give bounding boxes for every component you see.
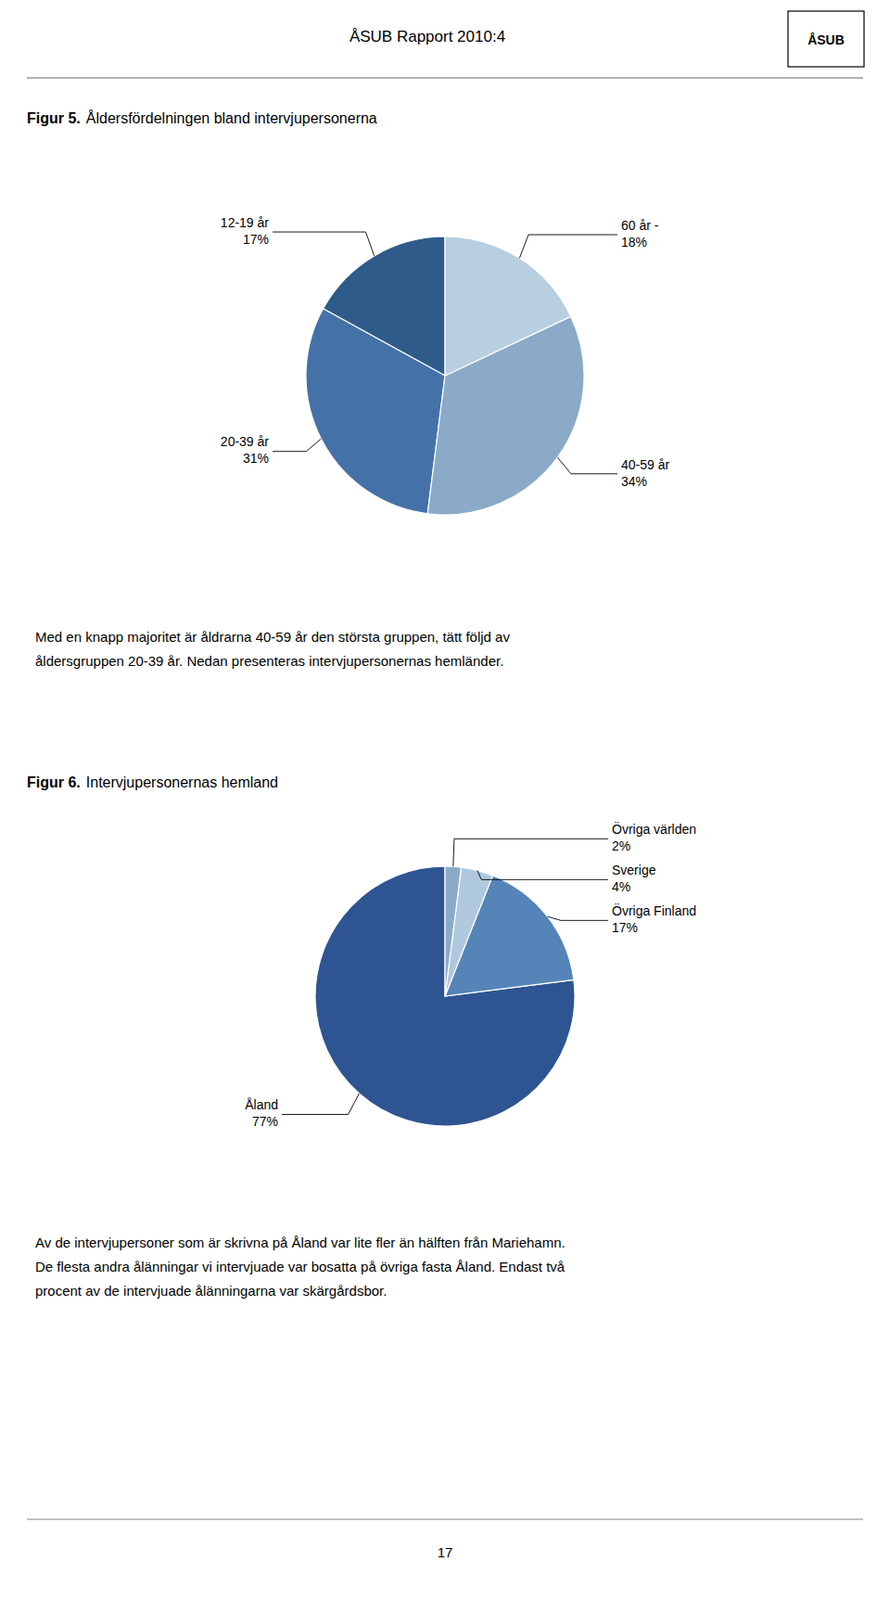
chart: Figur 5. Åldersfördelningen bland intervj…	[26, 109, 670, 669]
logo-text: ÅSUB	[807, 32, 845, 48]
category-label: Sverige	[611, 862, 657, 878]
chart: Figur 6. Intervjupersonernas hemland Åland…	[26, 774, 697, 1298]
page-number: 17	[437, 1543, 454, 1560]
data-label: 18%	[621, 234, 648, 250]
body-text-line: De flesta andra ålänningar vi intervjuad…	[35, 1258, 566, 1274]
background	[0, 0, 890, 1600]
leader-line	[453, 838, 609, 866]
logo-box	[788, 11, 865, 67]
pie-slice	[315, 865, 575, 1126]
category-label: Övriga Finland	[611, 902, 697, 918]
leader-line	[477, 869, 609, 879]
body-text-line: Med en knapp majoritet är åldrarna 40-59…	[35, 628, 510, 645]
header-rule	[26, 76, 864, 78]
data-labels: Åland77% Övriga Finland17% Sverige4% Övriga…	[244, 820, 697, 1129]
leader-line	[272, 438, 321, 452]
data-label: 77%	[252, 1113, 279, 1129]
category-label: 60 år -	[621, 217, 660, 233]
pie-slice	[445, 865, 462, 996]
data-label: 34%	[621, 473, 648, 489]
chart-title: Figur 5.	[26, 110, 81, 127]
page-title: ÅSUB Rapport 2010:4	[349, 27, 506, 46]
leader-line	[281, 1093, 359, 1115]
pie-slices	[315, 865, 575, 1126]
data-label: 17%	[242, 231, 269, 247]
page: ÅSUB Rapport 2010:4 ÅSUB Figur 5. Åldersför…	[0, 0, 890, 1600]
data-labels: 12-19 år17% 20-39 år31% 40-59 år34% 60 år -…	[220, 215, 671, 489]
chart-subtitle: Intervjupersonernas hemland	[86, 774, 279, 790]
body-text-line: procent av de intervjuade ålänningarna v…	[35, 1282, 387, 1298]
leader-line	[557, 457, 618, 474]
category-label: 12-19 år	[220, 215, 269, 230]
pie-slices	[305, 236, 585, 515]
footer-rule	[26, 1518, 864, 1520]
data-label: 2%	[611, 838, 631, 853]
category-label: 40-59 år	[621, 457, 670, 472]
chart-title: Figur 6.	[26, 774, 81, 790]
category-label: Åland	[244, 1096, 279, 1112]
body-text: Med en knapp majoritet är åldrarna 40-59…	[35, 628, 510, 669]
category-label: Övriga världen	[611, 820, 697, 837]
body-text-line: åldersgruppen 20-39 år. Nedan presentera…	[35, 652, 504, 669]
leader-line	[547, 915, 609, 920]
data-label: 17%	[611, 919, 638, 935]
pie-slice	[305, 308, 445, 514]
leader-line	[519, 234, 618, 258]
data-label: 4%	[611, 878, 631, 894]
category-label: 20-39 år	[220, 433, 269, 449]
pie-slice	[445, 236, 572, 376]
data-label: 31%	[242, 450, 269, 466]
body-text-line: Av de intervjupersoner som är skrivna på…	[35, 1233, 566, 1250]
chart-subtitle: Åldersfördelningen bland intervjupersone…	[86, 109, 378, 127]
leader-line	[272, 231, 375, 256]
body-text: Av de intervjupersoner som är skrivna på…	[35, 1233, 566, 1298]
